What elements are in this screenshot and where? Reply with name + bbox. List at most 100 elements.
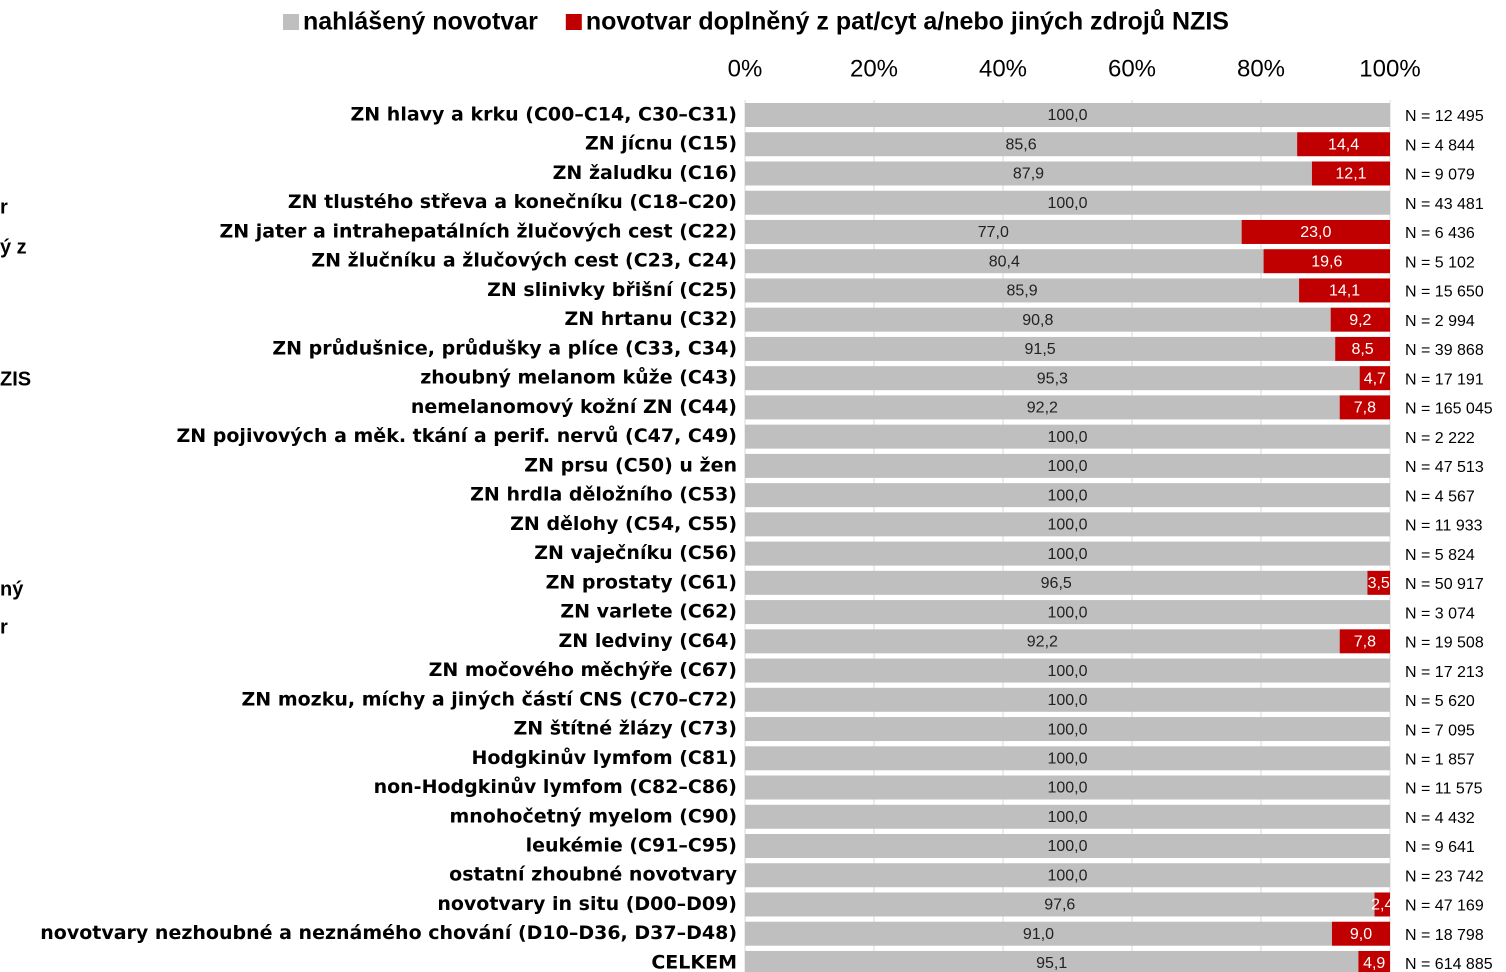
bar-segment xyxy=(745,219,1242,244)
value-label: 100,0 xyxy=(1047,780,1087,797)
bar-segment xyxy=(745,804,1390,829)
value-label: 95,1 xyxy=(1036,955,1067,972)
side-text: r xyxy=(0,616,8,638)
value-label: 100,0 xyxy=(1047,867,1087,884)
value-label: 100,0 xyxy=(1047,604,1087,621)
value-label: 23,0 xyxy=(1300,224,1331,241)
n-label: N = 18 798 xyxy=(1405,927,1484,944)
legend-label: novotvar doplněný z pat/cyt a/nebo jinýc… xyxy=(586,8,1229,36)
n-label: N = 50 917 xyxy=(1405,576,1484,593)
y-tick-label: ZN hlavy a krku (C00–C14, C30–C31) xyxy=(351,104,738,126)
y-tick-label: nemelanomový kožní ZN (C44) xyxy=(411,396,737,418)
bar-segment xyxy=(1339,629,1390,654)
bar-segment xyxy=(1358,950,1390,972)
value-label: 100,0 xyxy=(1047,458,1087,475)
bar-segment xyxy=(745,629,1340,654)
value-label: 85,6 xyxy=(1005,136,1036,153)
n-label: N = 23 742 xyxy=(1405,868,1484,885)
side-text: ZIS xyxy=(0,368,31,390)
n-label: N = 4 432 xyxy=(1405,810,1475,827)
value-label: 19,6 xyxy=(1311,253,1342,270)
bar-segment xyxy=(745,892,1375,917)
y-tick-label: ZN mozku, míchy a jiných částí CNS (C70–… xyxy=(242,688,737,710)
y-tick-label: ZN slinivky břišní (C25) xyxy=(487,279,737,301)
n-label: N = 11 575 xyxy=(1405,781,1483,798)
value-label: 2,4 xyxy=(1371,897,1393,914)
n-label: N = 2 994 xyxy=(1405,313,1475,330)
bar-segment xyxy=(745,132,1298,157)
value-label: 100,0 xyxy=(1047,692,1087,709)
value-label: 14,4 xyxy=(1328,136,1359,153)
value-label: 14,1 xyxy=(1329,283,1360,300)
y-tick-label: ZN hrdla děložního (C53) xyxy=(470,484,737,506)
y-tick-label: novotvary in situ (D00–D09) xyxy=(437,893,737,915)
n-label: N = 5 102 xyxy=(1405,254,1475,271)
bar-segment xyxy=(1311,161,1390,186)
n-label: N = 9 079 xyxy=(1405,167,1475,184)
y-tick-label: ZN průdušnice, průdušky a plíce (C33, C3… xyxy=(272,336,737,359)
bar-segment xyxy=(1367,570,1390,595)
value-label: 100,0 xyxy=(1047,195,1087,212)
y-tick-label: ZN prostaty (C61) xyxy=(546,571,737,593)
bar-segment xyxy=(745,717,1390,742)
bar-segment xyxy=(745,395,1340,420)
bar-segment xyxy=(745,570,1368,595)
n-label: N = 15 650 xyxy=(1405,284,1484,301)
bar-segment xyxy=(745,512,1390,537)
value-label: 8,5 xyxy=(1351,341,1373,358)
n-label: N = 2 222 xyxy=(1405,430,1475,447)
bar-segment xyxy=(1359,366,1390,391)
y-tick-label: ZN jater a intrahepatálních žlučových ce… xyxy=(219,220,737,242)
n-label: N = 11 933 xyxy=(1405,518,1483,535)
bar-segment xyxy=(745,950,1359,972)
n-label: N = 7 095 xyxy=(1405,722,1475,739)
n-label: N = 6 436 xyxy=(1405,225,1475,242)
x-tick-label: 100% xyxy=(1359,55,1420,82)
y-tick-label: Hodgkinův lymfom (C81) xyxy=(471,746,737,769)
bar-segment xyxy=(745,863,1390,888)
value-label: 80,4 xyxy=(989,253,1020,270)
n-label: N = 47 169 xyxy=(1405,898,1484,915)
x-tick-label: 0% xyxy=(728,55,763,82)
legend-label: nahlášený novotvar xyxy=(303,8,538,36)
bar-segment xyxy=(745,746,1390,771)
bar-segment xyxy=(745,190,1390,215)
bar-segment xyxy=(745,541,1390,566)
value-label: 87,9 xyxy=(1013,166,1044,183)
bar-segment xyxy=(745,278,1300,303)
bar-segment xyxy=(745,775,1390,800)
y-tick-label: ZN hrtanu (C32) xyxy=(564,308,737,330)
y-tick-label: ZN prsu (C50) u žen xyxy=(524,454,737,476)
side-text: ý z xyxy=(0,236,27,258)
bar-segment xyxy=(745,834,1390,858)
y-tick-label: ZN močového měchýře (C67) xyxy=(429,659,737,681)
value-label: 97,6 xyxy=(1044,897,1075,914)
bar-segment xyxy=(1241,219,1390,244)
y-tick-label: ZN ledviny (C64) xyxy=(559,630,737,652)
value-label: 4,7 xyxy=(1364,370,1386,387)
value-label: 95,3 xyxy=(1037,370,1068,387)
y-tick-label: ZN žaludku (C16) xyxy=(553,162,737,184)
n-label: N = 19 508 xyxy=(1405,635,1484,652)
n-label: N = 3 074 xyxy=(1405,605,1475,622)
value-label: 92,2 xyxy=(1027,400,1058,417)
bar-segment xyxy=(1331,921,1390,946)
value-label: 100,0 xyxy=(1047,107,1087,124)
bar-segment xyxy=(745,453,1390,478)
value-label: 90,8 xyxy=(1022,312,1053,329)
y-tick-label: non-Hodgkinův lymfom (C82–C86) xyxy=(374,775,737,798)
y-tick-label: ZN dělohy (C54, C55) xyxy=(510,513,737,535)
bar-segment xyxy=(745,483,1390,508)
n-label: N = 43 481 xyxy=(1405,196,1484,213)
value-label: 100,0 xyxy=(1047,838,1087,855)
legend-swatch xyxy=(565,14,582,30)
y-tick-label: mnohočetný myelom (C90) xyxy=(449,805,737,827)
side-text: r xyxy=(0,196,8,218)
n-label: N = 5 620 xyxy=(1405,693,1475,710)
x-tick-label: 80% xyxy=(1237,55,1285,82)
bar-segment xyxy=(745,921,1332,946)
value-label: 77,0 xyxy=(978,224,1009,241)
n-label: N = 614 885 xyxy=(1405,956,1493,972)
n-label: N = 165 045 xyxy=(1405,401,1493,418)
